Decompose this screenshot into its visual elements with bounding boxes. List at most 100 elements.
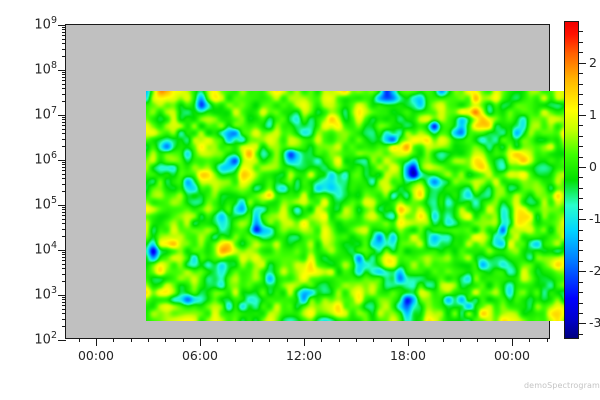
x-tick-minor bbox=[373, 338, 375, 342]
y-tick-minor bbox=[62, 273, 66, 275]
y-tick-minor bbox=[62, 31, 66, 33]
y-tick-minor bbox=[62, 72, 66, 74]
colorbar-tick-minor bbox=[579, 177, 583, 179]
y-tick-minor bbox=[62, 312, 66, 314]
y-tick-major bbox=[58, 250, 66, 251]
x-tick-minor bbox=[286, 338, 288, 342]
y-tick-minor bbox=[62, 93, 66, 95]
y-tick-label: 109 bbox=[34, 15, 57, 33]
colorbar-tick-minor bbox=[579, 146, 583, 148]
y-tick-minor bbox=[62, 119, 66, 121]
x-tick-minor bbox=[217, 338, 219, 342]
colorbar-tick-label: 0 bbox=[589, 158, 597, 174]
y-tick-minor bbox=[62, 173, 66, 175]
colorbar-tick-minor bbox=[579, 312, 583, 314]
y-tick-minor bbox=[62, 297, 66, 299]
y-tick-minor bbox=[62, 209, 66, 211]
y-tick-label: 107 bbox=[34, 105, 57, 123]
x-tick-minor bbox=[113, 338, 115, 342]
y-tick-minor bbox=[62, 56, 66, 58]
colorbar-tick-minor bbox=[579, 104, 583, 106]
colorbar-tick-minor bbox=[579, 31, 583, 33]
y-tick-label: 104 bbox=[34, 240, 57, 258]
y-tick-minor bbox=[62, 191, 66, 193]
colorbar-tick-minor bbox=[579, 292, 583, 294]
y-tick-minor bbox=[62, 79, 66, 81]
y-tick-minor bbox=[62, 301, 66, 303]
colorbar-tick-minor bbox=[579, 302, 583, 304]
x-tick-minor bbox=[182, 338, 184, 342]
colorbar-tick-major bbox=[579, 62, 586, 64]
y-tick-minor bbox=[62, 101, 66, 103]
y-tick-major bbox=[58, 115, 66, 116]
x-tick-major bbox=[512, 338, 513, 346]
x-tick-minor bbox=[130, 338, 132, 342]
y-tick-label: 108 bbox=[34, 60, 57, 78]
colorbar-tick-minor bbox=[579, 93, 583, 95]
x-tick-minor bbox=[546, 338, 548, 342]
colorbar-tick-label: -1 bbox=[589, 210, 600, 226]
x-tick-major bbox=[304, 338, 305, 346]
x-tick-major bbox=[408, 338, 409, 346]
x-tick-minor bbox=[165, 338, 167, 342]
colorbar-tick-minor bbox=[579, 198, 583, 200]
x-tick-label: 06:00 bbox=[181, 348, 219, 363]
colorbar-tick-minor bbox=[579, 135, 583, 137]
y-tick-label: 102 bbox=[34, 330, 57, 348]
y-tick-minor bbox=[62, 308, 66, 310]
x-tick-minor bbox=[460, 338, 461, 342]
y-tick-minor bbox=[62, 121, 66, 123]
y-tick-minor bbox=[62, 27, 66, 29]
y-tick-minor bbox=[62, 254, 66, 256]
colorbar-tick-major bbox=[579, 166, 586, 168]
y-tick-major bbox=[58, 205, 66, 206]
colorbar-tick-minor bbox=[579, 281, 583, 283]
y-tick-minor bbox=[62, 132, 66, 134]
y-tick-minor bbox=[62, 183, 66, 185]
colorbar-tick-minor bbox=[579, 83, 583, 85]
colorbar-tick-minor bbox=[579, 239, 583, 241]
colorbar-tick-major bbox=[579, 219, 586, 221]
x-tick-label: 18:00 bbox=[389, 348, 427, 363]
colorbar-gradient bbox=[564, 21, 579, 339]
colorbar-tick-major bbox=[579, 323, 586, 325]
x-tick-minor bbox=[494, 338, 496, 342]
colorbar-tick-minor bbox=[579, 73, 583, 75]
x-tick-minor bbox=[477, 338, 479, 342]
watermark-label: demoSpectrogram bbox=[524, 381, 600, 390]
y-tick-minor bbox=[62, 304, 66, 306]
y-tick-minor bbox=[62, 256, 66, 258]
y-tick-minor bbox=[62, 222, 66, 224]
y-tick-minor bbox=[62, 74, 66, 76]
y-tick-major bbox=[58, 160, 66, 161]
y-tick-minor bbox=[62, 164, 66, 166]
y-tick-minor bbox=[62, 42, 66, 44]
y-tick-minor bbox=[62, 124, 66, 126]
y-tick-minor bbox=[62, 281, 66, 283]
x-tick-minor bbox=[338, 338, 340, 342]
x-tick-label: 00:00 bbox=[493, 348, 531, 363]
y-tick-minor bbox=[62, 29, 66, 31]
colorbar-tick-label: 2 bbox=[589, 54, 597, 70]
colorbar-tick-minor bbox=[579, 208, 583, 210]
y-tick-minor bbox=[62, 34, 66, 36]
x-tick-minor bbox=[356, 338, 357, 342]
x-tick-minor bbox=[78, 338, 80, 342]
y-tick-minor bbox=[62, 218, 66, 220]
y-tick-minor bbox=[62, 38, 66, 40]
x-tick-minor bbox=[234, 338, 236, 342]
y-tick-label: 105 bbox=[34, 195, 57, 213]
plot-axes-panel: 109 108 107 106 105 104 103 102 00:00 06:00 12:00… bbox=[34, 16, 579, 362]
y-tick-minor bbox=[62, 214, 66, 216]
y-tick-minor bbox=[62, 48, 66, 50]
colorbar-tick-minor bbox=[579, 156, 583, 158]
x-tick-minor bbox=[390, 338, 392, 342]
y-tick-minor bbox=[62, 117, 66, 119]
y-tick-minor bbox=[62, 166, 66, 168]
spectrogram-image bbox=[146, 91, 579, 321]
colorbar-tick-label: -3 bbox=[589, 315, 600, 331]
y-tick-major bbox=[58, 70, 66, 71]
x-tick-minor bbox=[148, 338, 149, 342]
y-tick-minor bbox=[62, 228, 66, 230]
